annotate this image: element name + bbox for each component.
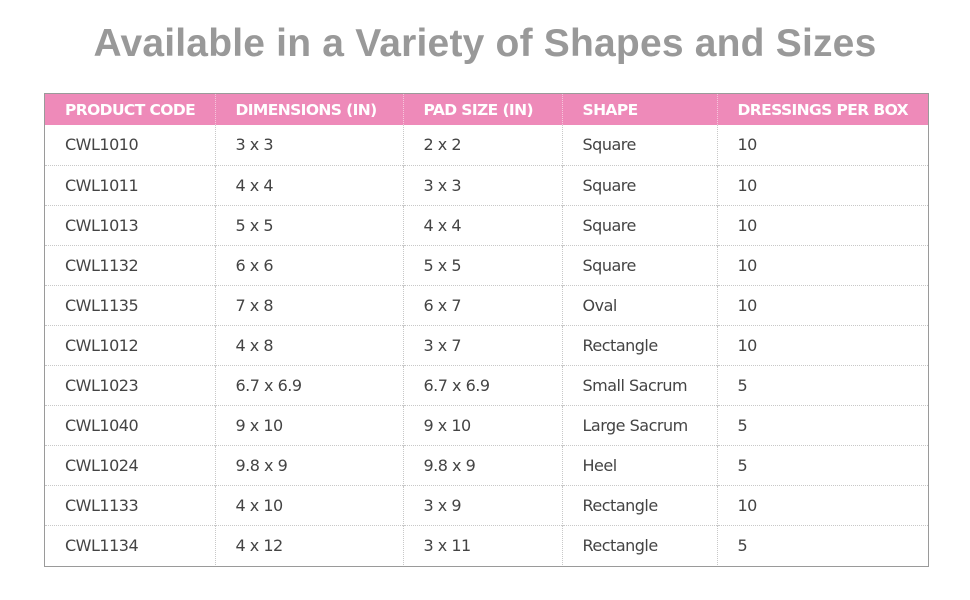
- cell-dressings-per-box: 5: [716, 444, 928, 485]
- cell-dimensions: 4 x 4: [214, 164, 403, 205]
- cell-product-code: CWL1040: [45, 404, 215, 445]
- cell-shape: Rectangle: [561, 524, 717, 565]
- cell-shape: Oval: [561, 284, 717, 325]
- table-row: CWL1134 4 x 12 3 x 11 Rectangle 5: [45, 524, 928, 565]
- table-row: CWL1024 9.8 x 9 9.8 x 9 Heel 5: [45, 444, 928, 485]
- table-row: CWL1023 6.7 x 6.9 6.7 x 6.9 Small Sacrum…: [45, 364, 928, 405]
- product-table: PRODUCT CODE DIMENSIONS (IN) PAD SIZE (I…: [45, 94, 928, 565]
- product-size-table: PRODUCT CODE DIMENSIONS (IN) PAD SIZE (I…: [44, 93, 929, 567]
- header-row: PRODUCT CODE DIMENSIONS (IN) PAD SIZE (I…: [45, 94, 928, 125]
- cell-shape: Small Sacrum: [561, 364, 717, 405]
- header-product-code: PRODUCT CODE: [65, 100, 196, 119]
- cell-dressings-per-box: 10: [716, 324, 928, 365]
- cell-dimensions: 6 x 6: [214, 244, 403, 285]
- cell-product-code: CWL1013: [45, 204, 215, 245]
- cell-dressings-per-box: 10: [716, 284, 928, 325]
- cell-pad-size: 9 x 10: [402, 404, 562, 445]
- cell-product-code: CWL1012: [45, 324, 215, 365]
- cell-dressings-per-box: 10: [716, 125, 928, 165]
- cell-dimensions: 9.8 x 9: [214, 444, 403, 485]
- cell-pad-size: 3 x 3: [402, 164, 562, 205]
- cell-shape: Square: [561, 125, 717, 165]
- cell-dressings-per-box: 10: [716, 204, 928, 245]
- cell-dressings-per-box: 10: [716, 244, 928, 285]
- table-row: CWL1010 3 x 3 2 x 2 Square 10: [45, 125, 928, 165]
- cell-shape: Rectangle: [561, 484, 717, 525]
- header-pad-size: PAD SIZE (IN): [402, 94, 562, 125]
- cell-pad-size: 9.8 x 9: [402, 444, 562, 485]
- cell-pad-size: 4 x 4: [402, 204, 562, 245]
- cell-shape: Square: [561, 164, 717, 205]
- cell-dimensions: 6.7 x 6.9: [214, 364, 403, 405]
- table-row: CWL1133 4 x 10 3 x 9 Rectangle 10: [45, 484, 928, 525]
- table-header: PRODUCT CODE DIMENSIONS (IN) PAD SIZE (I…: [45, 94, 928, 125]
- cell-pad-size: 5 x 5: [402, 244, 562, 285]
- cell-product-code: CWL1133: [45, 484, 215, 525]
- header-shape: SHAPE: [561, 94, 717, 125]
- cell-pad-size: 3 x 11: [402, 524, 562, 565]
- cell-dimensions: 3 x 3: [214, 125, 403, 165]
- cell-product-code: CWL1134: [45, 524, 215, 565]
- table-row: CWL1132 6 x 6 5 x 5 Square 10: [45, 244, 928, 285]
- cell-shape: Square: [561, 244, 717, 285]
- cell-shape: Large Sacrum: [561, 404, 717, 445]
- cell-product-code: CWL1011: [45, 164, 215, 205]
- table-row: CWL1011 4 x 4 3 x 3 Square 10: [45, 164, 928, 205]
- cell-dimensions: 7 x 8: [214, 284, 403, 325]
- cell-shape: Heel: [561, 444, 717, 485]
- cell-pad-size: 3 x 9: [402, 484, 562, 525]
- table-row: CWL1040 9 x 10 9 x 10 Large Sacrum 5: [45, 404, 928, 445]
- table-row: CWL1013 5 x 5 4 x 4 Square 10: [45, 204, 928, 245]
- cell-product-code: CWL1023: [45, 364, 215, 405]
- cell-dressings-per-box: 5: [716, 364, 928, 405]
- cell-product-code: CWL1024: [45, 444, 215, 485]
- cell-product-code: CWL1010: [65, 135, 139, 155]
- cell-pad-size: 3 x 7: [402, 324, 562, 365]
- cell-product-code: CWL1135: [45, 284, 215, 325]
- cell-pad-size: 2 x 2: [402, 125, 562, 165]
- cell-dressings-per-box: 5: [716, 404, 928, 445]
- cell-dressings-per-box: 10: [716, 484, 928, 525]
- table-row: CWL1012 4 x 8 3 x 7 Rectangle 10: [45, 324, 928, 365]
- page-title: Available in a Variety of Shapes and Siz…: [93, 22, 877, 65]
- table-row: CWL1135 7 x 8 6 x 7 Oval 10: [45, 284, 928, 325]
- header-dressings-per-box: DRESSINGS PER BOX: [716, 94, 928, 125]
- cell-dimensions: 9 x 10: [214, 404, 403, 445]
- cell-dimensions: 4 x 12: [214, 524, 403, 565]
- cell-dressings-per-box: 5: [716, 524, 928, 565]
- cell-dressings-per-box: 10: [716, 164, 928, 205]
- cell-dimensions: 5 x 5: [214, 204, 403, 245]
- cell-product-code: CWL1132: [45, 244, 215, 285]
- cell-pad-size: 6 x 7: [402, 284, 562, 325]
- cell-shape: Square: [561, 204, 717, 245]
- cell-dimensions: 4 x 10: [214, 484, 403, 525]
- cell-dimensions: 4 x 8: [214, 324, 403, 365]
- table-body: CWL1010 3 x 3 2 x 2 Square 10 CWL1011 4 …: [45, 125, 928, 565]
- cell-shape: Rectangle: [561, 324, 717, 365]
- header-dimensions: DIMENSIONS (IN): [214, 94, 403, 125]
- cell-pad-size: 6.7 x 6.9: [402, 364, 562, 405]
